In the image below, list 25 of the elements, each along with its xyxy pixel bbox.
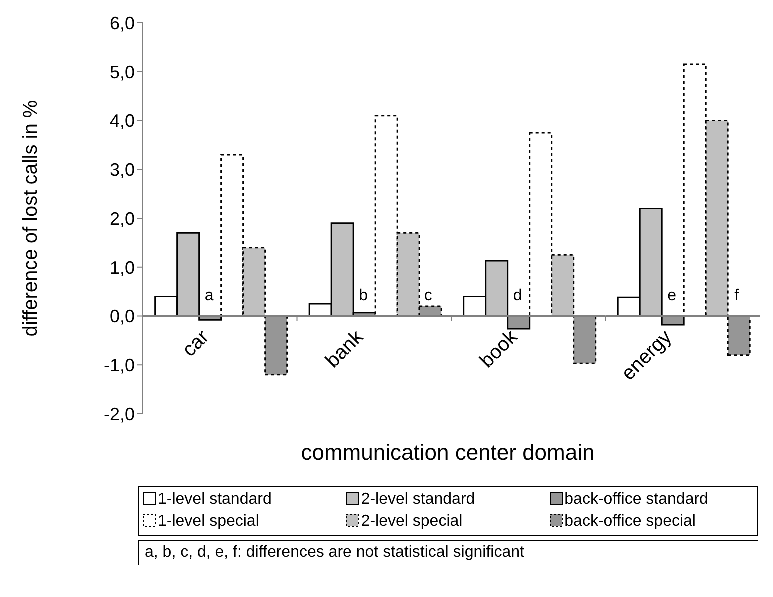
x-axis-title: communication center domain (300, 440, 596, 466)
legend-label: back-office standard (564, 490, 710, 510)
legend-label: back-office special (564, 512, 697, 532)
x-tick-label: car (178, 326, 214, 362)
y-tick-label: -1,0 (104, 356, 135, 376)
y-tick-label: -2,0 (104, 404, 135, 424)
y-tick-label: 6,0 (110, 13, 135, 34)
y-tick-label: 2,0 (110, 208, 135, 229)
annotation: e (668, 287, 677, 304)
y-tick-label: 4,0 (110, 111, 135, 132)
annotation: a (204, 287, 214, 304)
y-tick-label: 3,0 (110, 160, 135, 180)
annotation: d (513, 287, 522, 304)
annotation: f (734, 287, 740, 304)
text: a, b, c, d, e, f: differences are not statistical significant (138, 540, 758, 565)
legend-label: 1-level standard (157, 490, 273, 510)
y-tick-label: 5,0 (110, 62, 135, 82)
y-axis-title: difference of lost calls in % (20, 100, 42, 337)
y-tick-label: 1,0 (110, 258, 135, 278)
annotation: c (424, 287, 432, 304)
legend-label: 2-level special (360, 512, 464, 532)
y-tick-label: 0,0 (110, 306, 135, 327)
legend-label: 1-level special (157, 512, 260, 532)
legend-label: 2-level standard (360, 490, 476, 510)
annotation: b (359, 287, 368, 304)
